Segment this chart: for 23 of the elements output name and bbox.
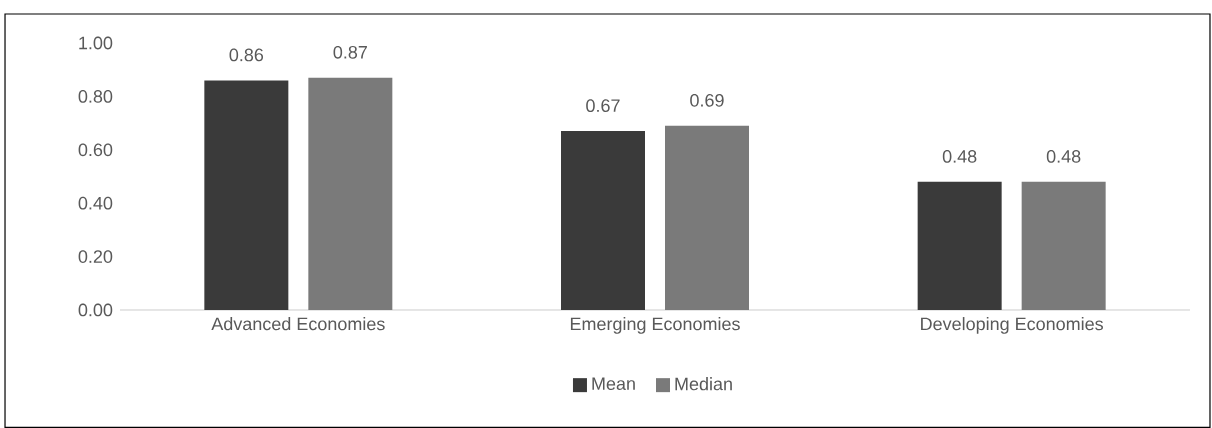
bar	[204, 80, 289, 310]
y-tick-label: 0.40	[78, 196, 113, 210]
data-label: 0.67	[586, 99, 620, 113]
bar	[917, 181, 1002, 310]
bar	[665, 125, 749, 310]
data-label: 0.48	[1046, 150, 1081, 163]
y-tick-label: 0.80	[78, 90, 113, 103]
bar	[1021, 181, 1106, 310]
y-tick-label: 0.60	[78, 143, 113, 157]
x-tick-label: Emerging Economies	[570, 317, 740, 334]
bar	[561, 131, 645, 310]
x-tick-label: Developing Economies	[921, 317, 1103, 334]
y-tick-label: 1.00	[79, 36, 113, 50]
legend-label: Median	[675, 377, 732, 391]
bar	[308, 77, 393, 310]
x-tick-label: Advanced Economies	[211, 317, 385, 331]
legend-label: Mean	[592, 377, 635, 391]
data-label: 0.87	[333, 45, 367, 59]
y-tick-label: 0.20	[78, 250, 113, 263]
data-label: 0.69	[690, 93, 724, 107]
data-label: 0.48	[942, 150, 977, 163]
data-label: 0.86	[229, 48, 264, 62]
y-tick-label: 0.00	[78, 303, 113, 317]
